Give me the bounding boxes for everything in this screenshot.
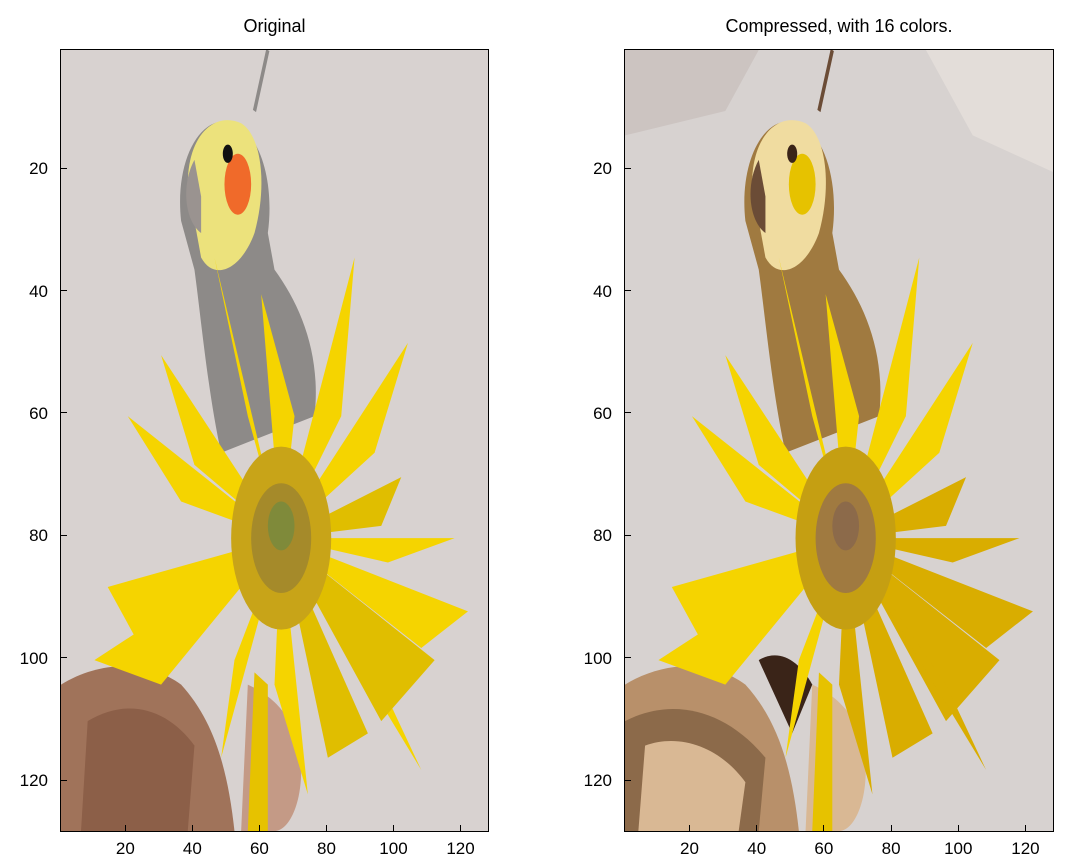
right-xtick-mark [890, 825, 892, 831]
right-xtick-label: 40 [747, 839, 767, 858]
right-xtick-mark [823, 825, 825, 831]
right-xtick-mark [689, 825, 690, 831]
right-ytick-label: 120 [583, 771, 612, 790]
left-xtick-label: 80 [316, 839, 336, 858]
bird-crest [252, 50, 270, 113]
right-ytick-label: 80 [593, 526, 612, 546]
bird-cheek [788, 153, 816, 215]
right-ytick-mark [625, 412, 631, 414]
original-image-axes [60, 49, 489, 832]
right-ytick-label: 60 [593, 403, 612, 423]
bird-cheek [224, 153, 252, 215]
left-xtick-mark [124, 825, 126, 831]
left-ytick-label: 80 [29, 526, 48, 546]
right-xtick-mark [1024, 825, 1026, 831]
right-xtick-label: 100 [944, 839, 973, 858]
left-xtick-mark [325, 825, 327, 831]
left-ytick-label: 120 [19, 771, 48, 790]
right-xtick-label: 120 [1011, 839, 1040, 858]
right-ytick-label: 40 [593, 281, 612, 301]
sunflower-center-core [267, 501, 295, 551]
right-ytick-mark [625, 657, 631, 659]
right-panel-title: Compressed, with 16 colors. [725, 16, 953, 36]
bird-crest [817, 50, 834, 113]
left-xtick-label: 40 [182, 839, 202, 858]
left-ytick-mark [61, 412, 67, 414]
left-xtick-mark [191, 825, 193, 831]
left-xtick-mark [392, 825, 394, 831]
left-ytick-mark [61, 290, 67, 292]
bird-beak [186, 159, 202, 234]
right-xtick-label: 80 [881, 839, 901, 858]
compressed-image [625, 50, 1053, 831]
left-ytick-label: 100 [19, 648, 48, 668]
left-ytick-mark [61, 167, 67, 169]
left-panel-title: Original [243, 16, 306, 36]
hand-highlight [638, 741, 746, 831]
right-ytick-mark [625, 290, 631, 292]
right-ytick-label: 100 [583, 648, 612, 668]
sunflower-stem-petal [812, 672, 833, 831]
left-xtick-mark [258, 825, 260, 831]
left-ytick-mark [61, 779, 67, 781]
left-xtick-label: 20 [115, 839, 135, 858]
left-xtick-label: 120 [446, 839, 475, 858]
wall-band [625, 50, 759, 136]
sunflower-center-core [832, 501, 860, 551]
right-xtick-label: 20 [680, 839, 699, 858]
bird-eye [222, 144, 233, 163]
left-xtick-label: 60 [249, 839, 269, 858]
wall-band [925, 50, 1053, 173]
right-xtick-label: 60 [814, 839, 834, 858]
right-ytick-label: 20 [593, 159, 612, 179]
left-ytick-label: 20 [29, 159, 48, 179]
right-ytick-mark [625, 534, 631, 536]
left-ytick-label: 60 [29, 403, 48, 423]
compressed-image-axes [624, 49, 1054, 832]
right-ytick-mark [625, 779, 631, 781]
bird-beak [750, 159, 766, 234]
hand-shadow [81, 708, 195, 831]
left-xtick-label: 100 [379, 839, 408, 858]
right-ytick-mark [625, 167, 631, 169]
bird-eye [787, 144, 798, 163]
right-xtick-mark [957, 825, 959, 831]
left-ytick-mark [61, 657, 67, 659]
left-ytick-label: 40 [29, 281, 48, 301]
original-image [61, 50, 488, 831]
right-xtick-mark [756, 825, 758, 831]
sunflower-stem-petal [247, 672, 268, 831]
left-xtick-mark [460, 825, 461, 831]
left-ytick-mark [61, 534, 67, 536]
